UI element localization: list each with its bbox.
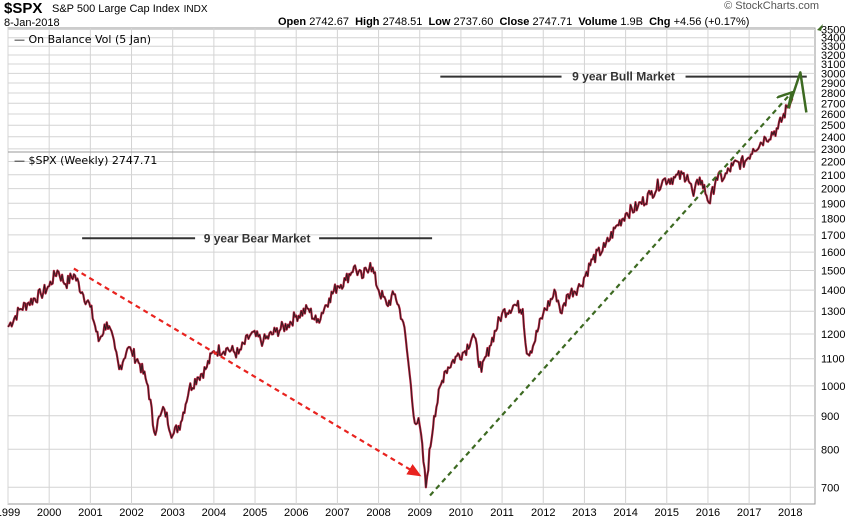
y-tick-label: 1000 [821, 381, 845, 393]
stockcharts-credit: © StockCharts.com [724, 0, 819, 12]
y-tick-label: 3500 [821, 25, 845, 37]
y-tick-label: 3000 [821, 68, 845, 80]
y-tick-label: 1800 [821, 214, 845, 226]
obv-legend: — On Balance Vol (5 Jan) [14, 33, 151, 46]
chg-value: +4.56 (+0.17%) [673, 16, 750, 28]
y-tick-label: 3200 [821, 50, 845, 62]
low-value: 2737.60 [453, 16, 494, 28]
x-tick-label: 2011 [490, 507, 514, 518]
x-tick-label: 2014 [613, 507, 637, 518]
chg-label: Chg [649, 16, 671, 28]
y-tick-label: 2000 [821, 184, 845, 196]
y-tick-label: 1300 [821, 306, 845, 318]
y-tick-label: 2500 [821, 120, 845, 132]
x-tick-label: 2012 [531, 507, 555, 518]
high-value: 2748.51 [382, 16, 423, 28]
volume-value: 1.9B [620, 16, 643, 28]
chart-date: 8-Jan-2018 [4, 17, 60, 29]
exchange-label: INDX [183, 4, 208, 15]
x-tick-label: 2003 [160, 507, 184, 518]
x-tick-label: 2001 [78, 507, 102, 518]
bear-trend-arrow [73, 267, 422, 477]
x-tick-label: 2006 [284, 507, 308, 518]
open-label: Open [278, 16, 307, 28]
y-tick-label: 2800 [821, 88, 845, 100]
x-tick-label: 2009 [407, 507, 431, 518]
x-tick-label: 2017 [737, 507, 761, 518]
spx-price-line-core [7, 98, 793, 488]
bull-peak-flourish [787, 71, 808, 113]
price-legend: — $SPX (Weekly) 2747.71 [14, 154, 157, 167]
y-tick-label: 3300 [821, 41, 845, 53]
y-tick-label: 2400 [821, 132, 845, 144]
index-name: S&P 500 Large Cap Index INDX [52, 3, 208, 15]
y-tick-label: 2300 [821, 144, 845, 156]
ticker-symbol: $SPX [4, 0, 43, 17]
y-tick-label: 1600 [821, 247, 845, 259]
y-tick-label: 2200 [821, 157, 845, 169]
y-tick-label: 900 [821, 411, 839, 423]
high-label: High [355, 16, 380, 28]
y-tick-label: 1400 [821, 285, 845, 297]
y-tick-label: 2100 [821, 170, 845, 182]
y-tick-label: 700 [821, 482, 839, 494]
annotation-label: 9 year Bull Market [572, 70, 675, 84]
index-name-text: S&P 500 Large Cap Index [52, 3, 180, 15]
x-tick-label: 2010 [449, 507, 473, 518]
ohlc-readout: Open 2742.67 High 2748.51 Low 2737.60 Cl… [278, 16, 749, 28]
y-tick-label: 2900 [821, 78, 845, 90]
x-tick-label: 2000 [37, 507, 61, 518]
volume-label: Volume [578, 16, 618, 28]
y-tick-label: 1900 [821, 198, 845, 210]
y-tick-label: 2600 [821, 109, 845, 121]
plot-frame [7, 27, 816, 505]
low-label: Low [428, 16, 451, 28]
x-tick-label: 2013 [572, 507, 596, 518]
x-tick-label: 2002 [119, 507, 143, 518]
y-tick-label: 2700 [821, 98, 845, 110]
y-tick-label: 1200 [821, 329, 845, 341]
x-tick-label: 2008 [366, 507, 390, 518]
y-tick-label: 1700 [821, 230, 845, 242]
x-tick-label: 2005 [243, 507, 267, 518]
y-tick-label: 3400 [821, 33, 845, 45]
annotation-label: 9 year Bear Market [204, 231, 311, 245]
y-tick-label: 1500 [821, 265, 845, 277]
y-tick-label: 3100 [821, 59, 845, 71]
y-tick-label: 1100 [821, 354, 845, 366]
y-tick-label: 800 [821, 444, 839, 456]
x-tick-label: 2015 [655, 507, 679, 518]
x-tick-label: 2016 [696, 507, 720, 518]
x-tick-label: 1999 [0, 507, 20, 518]
axis-corner-marker [817, 24, 823, 31]
open-value: 2742.67 [309, 16, 349, 28]
x-tick-label: 2018 [778, 507, 802, 518]
close-value: 2747.71 [532, 16, 573, 28]
x-tick-label: 2007 [325, 507, 349, 518]
x-tick-label: 2004 [202, 507, 226, 518]
close-label: Close [499, 16, 530, 28]
